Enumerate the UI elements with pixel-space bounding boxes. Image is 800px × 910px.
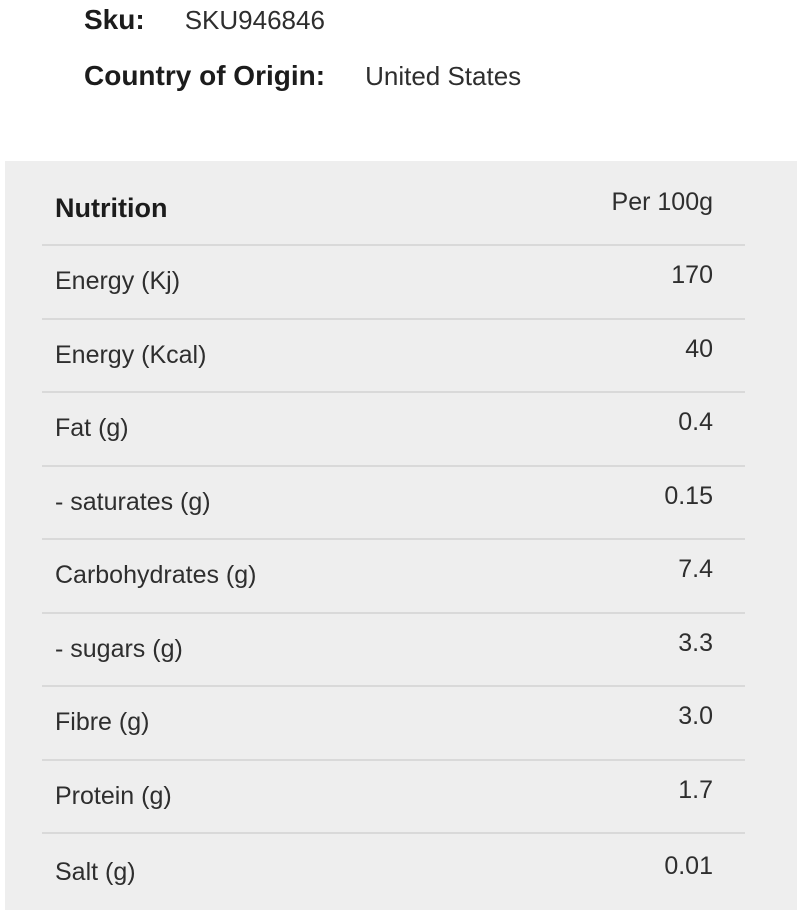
nutrient-row: Energy (Kcal) 40 (42, 320, 745, 393)
nutrient-label: - saturates (g) (55, 487, 211, 516)
per-100g-column-header: Per 100g (611, 188, 713, 216)
nutrient-label: Energy (Kj) (55, 267, 181, 296)
nutrient-value: 1.7 (678, 775, 713, 804)
nutrient-label: Energy (Kcal) (55, 340, 207, 369)
nutrition-rows: Energy (Kj) 170 Energy (Kcal) 40 Fat (g)… (42, 246, 745, 910)
nutrient-row: Fibre (g) 3.0 (42, 687, 745, 761)
country-of-origin-row: Country of Origin: United States (84, 57, 800, 99)
nutrition-panel: Nutrition Per 100g Energy (Kj) 170 Energ… (5, 161, 797, 910)
country-of-origin-label: Country of Origin: (84, 60, 326, 91)
nutrient-value: 0.15 (664, 481, 713, 510)
nutrient-row: Energy (Kj) 170 (42, 246, 745, 320)
nutrient-value: 0.01 (664, 852, 713, 880)
nutrient-row: Carbohydrates (g) 7.4 (42, 540, 745, 614)
nutrition-header-row: Nutrition Per 100g (42, 161, 745, 246)
nutrient-row: Salt (g) 0.01 (42, 834, 745, 910)
nutrient-label: - sugars (g) (55, 634, 183, 663)
nutrient-row: - sugars (g) 3.3 (42, 614, 745, 687)
nutrient-label: Fat (g) (55, 414, 129, 443)
nutrient-label: Carbohydrates (g) (55, 561, 257, 590)
nutrient-row: Fat (g) 0.4 (42, 393, 745, 467)
sku-row: Sku: SKU946846 (84, 1, 800, 43)
nutrient-row: Protein (g) 1.7 (42, 761, 745, 834)
nutrient-label: Salt (g) (55, 858, 136, 886)
nutrient-row: - saturates (g) 0.15 (42, 467, 745, 540)
nutrient-label: Protein (g) (55, 781, 172, 810)
nutrient-label: Fibre (g) (55, 708, 150, 737)
sku-value: SKU946846 (184, 5, 325, 35)
country-of-origin-value: United States (365, 61, 522, 91)
nutrient-value: 7.4 (678, 555, 713, 584)
nutrition-title: Nutrition (55, 193, 168, 223)
product-meta: Sku: SKU946846 Country of Origin: United S… (0, 0, 800, 99)
sku-label: Sku: (84, 4, 145, 35)
nutrient-value: 3.0 (678, 702, 713, 731)
nutrient-value: 0.4 (678, 408, 713, 437)
nutrient-value: 3.3 (678, 628, 713, 657)
nutrient-value: 170 (671, 261, 713, 290)
nutrient-value: 40 (685, 334, 713, 363)
